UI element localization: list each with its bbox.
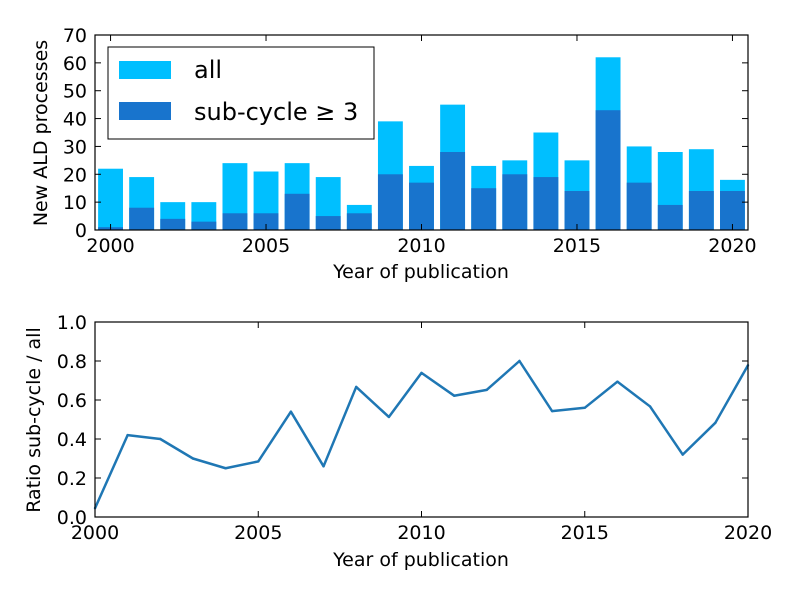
bar-sub-cycle-2005: [253, 213, 279, 230]
bar-sub-cycle-2003: [191, 221, 217, 230]
ratio-point-2004: [224, 467, 227, 470]
bar-sub-cycle-2013: [502, 174, 528, 230]
ratio-point-2011: [452, 394, 456, 397]
y-tick-label-top-10: 10: [63, 192, 87, 214]
x-tick-label-bottom-2005: 2005: [234, 522, 282, 544]
bar-sub-cycle-2010: [409, 182, 434, 230]
y-tick-label-bottom-0.2: 0.2: [57, 468, 87, 490]
x-tick-label-top-2005: 2005: [242, 235, 290, 257]
x-tick-label-top-2010: 2010: [397, 235, 445, 257]
legend-swatch-all: [119, 61, 171, 79]
y-tick-label-top-50: 50: [63, 81, 87, 103]
ratio-point-2006: [289, 410, 293, 413]
ratio-point-2012: [485, 388, 488, 392]
x-tick-label-top-2015: 2015: [553, 235, 601, 257]
bar-sub-cycle-2018: [657, 204, 683, 230]
legend: all sub-cycle ≥ 3: [107, 46, 375, 140]
x-axis-label-top: Year of publication: [332, 261, 509, 283]
ratio-point-2010: [420, 371, 423, 375]
bar-sub-cycle-2015: [564, 191, 590, 230]
ratio-point-2009: [387, 415, 391, 419]
bar-sub-cycle-2004: [222, 213, 248, 230]
plot-frame-bottom: [94, 321, 749, 518]
x-tick-label-bottom-2015: 2015: [561, 522, 609, 544]
bar-sub-cycle-2009: [377, 174, 403, 230]
y-axis-label-bottom: Ratio sub-cycle / all: [23, 327, 45, 512]
bar-sub-cycle-2019: [688, 191, 714, 230]
y-tick-label-top-30: 30: [63, 136, 87, 158]
ratio-point-2016: [616, 380, 619, 383]
legend-label-all: all: [194, 56, 222, 84]
bar-sub-cycle-2014: [533, 177, 559, 230]
y-tick-label-bottom-1.0: 1.0: [57, 312, 87, 334]
y-tick-label-top-20: 20: [63, 164, 87, 186]
bar-chart-new-ald-processes: 2000 2005 2010 2015 2020 0 10 20 30 40 50 60 70 Yea…: [30, 25, 757, 283]
x-tick-label-bottom-2020: 2020: [724, 522, 772, 544]
bar-sub-cycle-2001: [129, 207, 155, 230]
bar-sub-cycle-2017: [626, 182, 652, 230]
y-tick-label-bottom-0.6: 0.6: [57, 390, 87, 412]
bar-sub-cycle-2012: [471, 188, 497, 230]
ratio-point-2015: [583, 406, 586, 409]
x-axis-label-bottom: Year of publication: [332, 549, 509, 571]
y-tick-label-bottom-0.8: 0.8: [57, 351, 87, 373]
ratio-point-2017: [648, 405, 652, 408]
y-axis-ticks-bottom: 0.0 0.2 0.4 0.6 0.8 1.0: [57, 312, 748, 529]
ratio-point-2002: [159, 437, 162, 441]
line-chart-ratio: 2000 2005 2010 2015 2020 0.00.20.40.60.81.0 …: [23, 312, 772, 571]
ratio-series-points: [93, 359, 750, 510]
y-tick-label-top-70: 70: [63, 25, 87, 47]
y-tick-label-bottom-0.4: 0.4: [57, 429, 87, 451]
ratio-point-2018: [681, 453, 684, 456]
bar-sub-cycle-2002: [160, 218, 186, 230]
x-tick-label-bottom-2010: 2010: [397, 522, 445, 544]
ratio-point-2019: [714, 421, 717, 425]
ratio-point-2013: [518, 359, 521, 363]
series-sub-cycle-bars: [98, 110, 745, 230]
y-tick-label-top-0: 0: [75, 220, 87, 242]
bar-sub-cycle-2008: [346, 213, 372, 230]
ratio-point-2007: [322, 465, 325, 468]
x-tick-label-bottom-2000: 2000: [71, 522, 119, 544]
bar-sub-cycle-2006: [284, 193, 310, 230]
ratio-point-2008: [355, 385, 358, 389]
y-tick-label-bottom-0.0: 0.0: [57, 507, 87, 529]
ratio-point-2005: [257, 460, 260, 463]
bar-sub-cycle-2007: [315, 216, 341, 230]
x-axis-ticks-top: 2000 2005 2010 2015 2020: [86, 35, 757, 257]
x-axis-ticks-bottom: 2000 2005 2010 2015 2020: [71, 322, 772, 544]
ratio-point-2001: [126, 433, 129, 437]
ratio-point-2003: [191, 457, 195, 460]
ratio-point-2014: [550, 409, 554, 413]
y-axis-label-top: New ALD processes: [30, 40, 52, 226]
legend-label-sub-cycle: sub-cycle ≥ 3: [194, 98, 358, 126]
bar-sub-cycle-2011: [440, 152, 466, 230]
y-axis-ticks-top: 0 10 20 30 40 50 60 70: [63, 25, 748, 242]
bar-sub-cycle-2016: [595, 110, 621, 230]
y-tick-label-top-60: 60: [63, 53, 87, 75]
ratio-series-line: [93, 359, 750, 509]
bar-sub-cycle-2020: [720, 191, 745, 230]
legend-swatch-sub-cycle: [119, 102, 171, 120]
bar-all-2000: [98, 168, 123, 230]
y-tick-label-top-40: 40: [63, 109, 87, 131]
x-tick-label-top-2020: 2020: [708, 235, 756, 257]
x-tick-label-top-2000: 2000: [86, 235, 134, 257]
